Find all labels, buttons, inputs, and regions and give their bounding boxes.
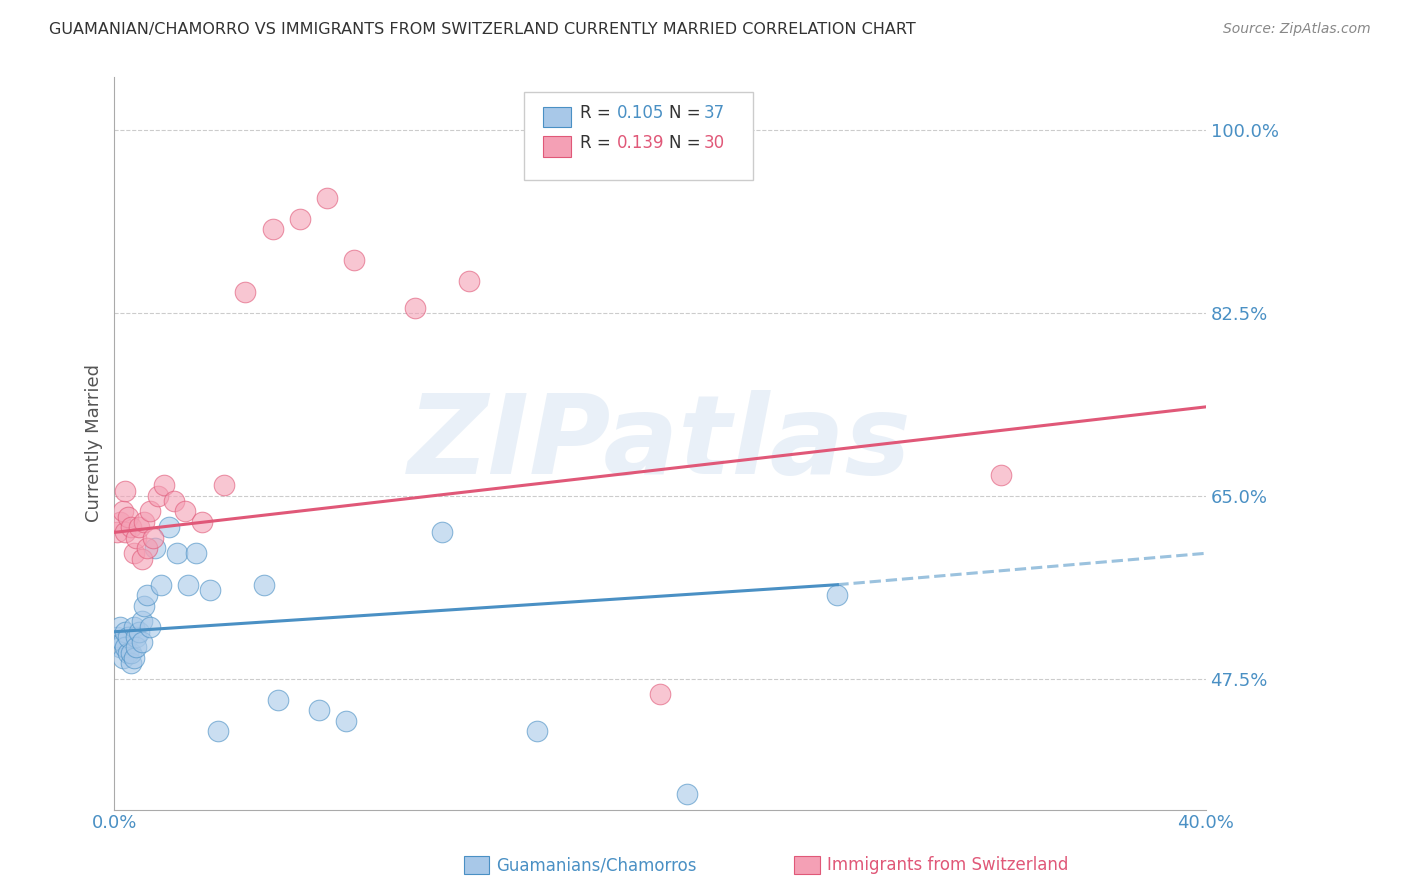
FancyBboxPatch shape	[543, 136, 571, 156]
Text: N =: N =	[669, 103, 706, 121]
Text: ZIPatlas: ZIPatlas	[408, 390, 912, 497]
Point	[131, 635, 153, 649]
Text: 0.105: 0.105	[616, 103, 664, 121]
Point	[120, 656, 142, 670]
Point	[131, 551, 153, 566]
Point	[335, 714, 357, 728]
Point	[122, 546, 145, 560]
Text: Immigrants from Switzerland: Immigrants from Switzerland	[827, 856, 1069, 874]
Point	[308, 703, 330, 717]
Text: N =: N =	[669, 135, 706, 153]
Point	[128, 520, 150, 534]
Point	[207, 724, 229, 739]
Point	[136, 541, 159, 555]
Point	[267, 692, 290, 706]
Point	[142, 531, 165, 545]
Point	[146, 489, 169, 503]
Point	[108, 640, 131, 655]
Point	[139, 504, 162, 518]
Point	[288, 211, 311, 226]
Point	[114, 640, 136, 655]
Text: 30: 30	[703, 135, 725, 153]
Point	[125, 630, 148, 644]
Point	[125, 640, 148, 655]
Point	[404, 301, 426, 315]
Point	[117, 646, 139, 660]
Point	[131, 615, 153, 629]
Point	[174, 504, 197, 518]
Point	[136, 588, 159, 602]
Point	[111, 651, 134, 665]
Point	[166, 546, 188, 560]
Point	[648, 688, 671, 702]
Point	[235, 285, 257, 299]
FancyBboxPatch shape	[523, 92, 752, 180]
Text: Guamanians/Chamorros: Guamanians/Chamorros	[496, 856, 697, 874]
Point	[122, 619, 145, 633]
Point	[163, 494, 186, 508]
Point	[108, 619, 131, 633]
Point	[108, 515, 131, 529]
Text: R =: R =	[581, 103, 616, 121]
Point	[430, 525, 453, 540]
Point	[114, 483, 136, 498]
Point	[120, 520, 142, 534]
Point	[149, 577, 172, 591]
Point	[134, 515, 156, 529]
Point	[253, 577, 276, 591]
Point	[526, 724, 548, 739]
Point	[105, 630, 128, 644]
Point	[111, 635, 134, 649]
Point	[157, 520, 180, 534]
Point	[134, 599, 156, 613]
Point	[114, 525, 136, 540]
Point	[198, 582, 221, 597]
Point	[117, 509, 139, 524]
Text: R =: R =	[581, 135, 616, 153]
Point	[458, 274, 481, 288]
Point	[190, 515, 212, 529]
Point	[114, 624, 136, 639]
Point	[212, 478, 235, 492]
Point	[117, 630, 139, 644]
Y-axis label: Currently Married: Currently Married	[86, 365, 103, 523]
Point	[676, 787, 699, 801]
Point	[152, 478, 174, 492]
Point	[143, 541, 166, 555]
Point	[177, 577, 200, 591]
Point	[827, 588, 849, 602]
Text: Source: ZipAtlas.com: Source: ZipAtlas.com	[1223, 22, 1371, 37]
Point	[262, 222, 284, 236]
Point	[316, 191, 339, 205]
Point	[139, 619, 162, 633]
Point	[186, 546, 208, 560]
Point	[122, 651, 145, 665]
FancyBboxPatch shape	[543, 107, 571, 128]
Point	[128, 624, 150, 639]
Point	[990, 467, 1012, 482]
Point	[111, 504, 134, 518]
Point	[343, 253, 366, 268]
Text: GUAMANIAN/CHAMORRO VS IMMIGRANTS FROM SWITZERLAND CURRENTLY MARRIED CORRELATION : GUAMANIAN/CHAMORRO VS IMMIGRANTS FROM SW…	[49, 22, 915, 37]
Point	[105, 525, 128, 540]
Text: 37: 37	[703, 103, 725, 121]
Text: 0.139: 0.139	[616, 135, 664, 153]
Point	[125, 531, 148, 545]
Point	[120, 646, 142, 660]
